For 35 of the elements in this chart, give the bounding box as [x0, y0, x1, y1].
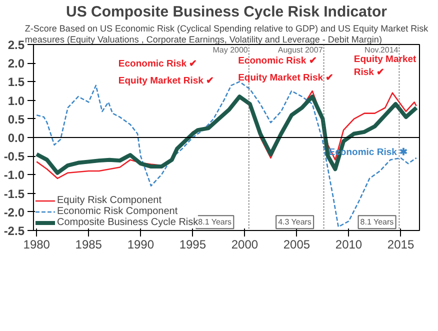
y-tick-label: 1.0	[8, 94, 25, 108]
y-tick-label: -1.5	[4, 186, 25, 201]
y-tick-label: -1.0	[4, 168, 25, 182]
x-tick-label: 2000	[231, 238, 258, 252]
x-tick-label: 1995	[179, 238, 206, 252]
annotation: Equity Market Risk ✔	[354, 54, 418, 78]
y-tick-label: -0.5	[4, 150, 25, 164]
y-tick-label: 2.0	[8, 56, 25, 71]
x-tick-label: 2010	[335, 238, 362, 252]
annotation: Equity Market Risk ✔	[118, 75, 214, 86]
y-tick-label: 1.5	[8, 75, 25, 90]
y-tick-label: -2.0	[4, 205, 25, 220]
ref-line-label: Nov.2014	[364, 46, 399, 54]
chart-title: US Composite Business Cycle Risk Indicator	[66, 4, 388, 20]
x-tick-label: 1990	[127, 238, 154, 252]
annotation: 8.1 Years	[198, 218, 232, 227]
y-tick-label: 2.5	[8, 38, 25, 52]
y-tick-label: -2.5	[4, 224, 25, 238]
annotation: Equity Market Risk ✔	[238, 72, 334, 84]
x-tick-label: 1985	[75, 238, 102, 252]
legend-label: Equity Risk Component	[57, 195, 162, 206]
x-tick-label: 2005	[283, 238, 310, 252]
annotation: Economic Risk ✔	[118, 58, 198, 70]
x-tick-label: 1980	[23, 238, 50, 252]
y-tick-label: 0.5	[8, 112, 25, 126]
annotation: 8.1 Years	[360, 218, 394, 227]
legend-label: Economic Risk Component	[57, 206, 178, 217]
annotation: Economic Risk ✔	[238, 56, 317, 67]
ref-line-label: August 2007	[278, 46, 324, 54]
ref-line-label: May 2000	[212, 46, 248, 54]
legend-label: Composite Business Cycle Risk	[57, 217, 198, 228]
x-tick-label: 2015	[387, 238, 414, 252]
y-tick-label: 0.0	[8, 131, 25, 145]
chart-subtitle: Z-Score Based on US Economic Risk (Cyclical Spending relative to GDP) and US Equity Market Risk measures (Equity Valuations , Corporate Earnings, Volatility and Leverage - Debit Margin)	[24, 24, 429, 44]
annotation: 4.3 Years	[278, 218, 312, 227]
